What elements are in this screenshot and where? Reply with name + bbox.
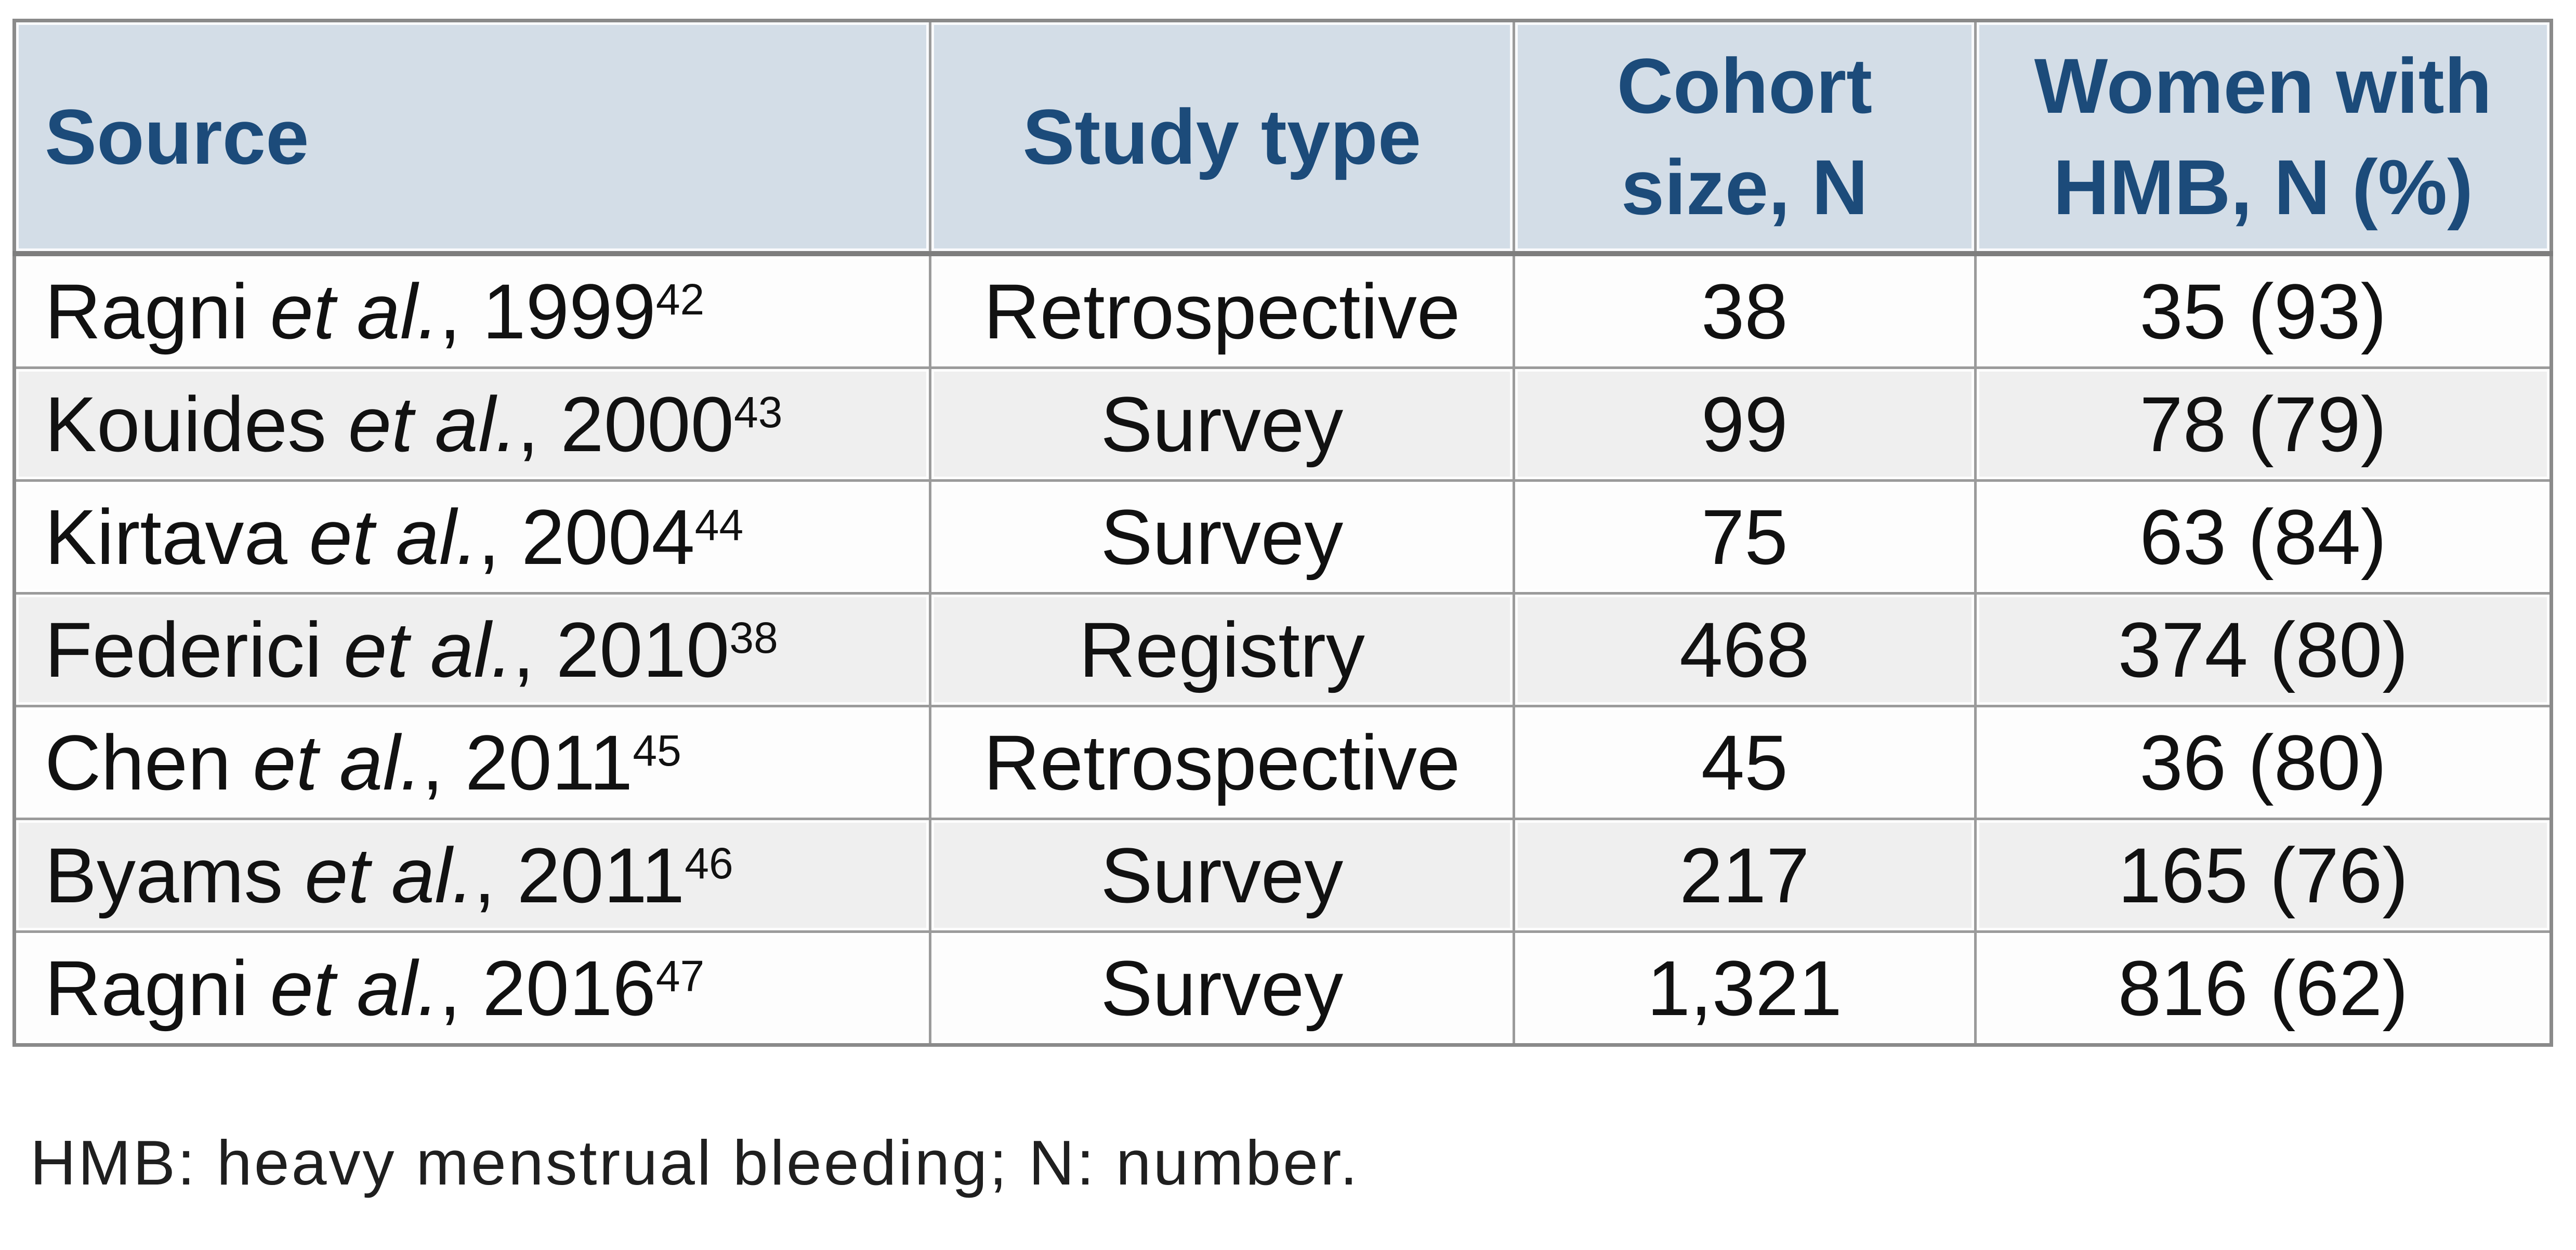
source-cell: Chen et al., 201145	[12, 705, 932, 820]
cohort-size-cell: 1,321	[1512, 930, 1977, 1046]
source-author: Chen	[45, 719, 253, 806]
study-type-cell: Survey	[929, 930, 1515, 1046]
table-row: Federici et al., 201038 Registry 468 374…	[12, 592, 2553, 707]
cohort-size-cell: 217	[1512, 818, 1977, 933]
source-ref-superscript: 38	[729, 613, 778, 662]
col-header-source: Source	[12, 19, 932, 256]
source-author: Kouides	[45, 380, 348, 468]
source-etal: et al.	[348, 380, 517, 468]
study-type-cell: Survey	[929, 479, 1515, 595]
women-hmb-cell: 35 (93)	[1974, 252, 2553, 369]
source-ref-superscript: 47	[655, 951, 705, 1001]
study-type-cell: Survey	[929, 818, 1515, 933]
table-row: Byams et al., 201146 Survey 217 165 (76)	[12, 818, 2553, 933]
source-etal: et al.	[270, 268, 439, 355]
table-row: Chen et al., 201145 Retrospective 45 36 …	[12, 705, 2553, 820]
source-ref-superscript: 44	[694, 500, 744, 549]
source-etal: et al.	[309, 493, 478, 581]
table-row: Ragni et al., 199942 Retrospective 38 35…	[12, 252, 2553, 369]
source-etal: et al.	[305, 832, 474, 919]
col-header-women-hmb: Women with HMB, N (%)	[1974, 19, 2553, 256]
source-cell: Ragni et al., 201647	[12, 930, 932, 1046]
cohort-size-cell: 45	[1512, 705, 1977, 820]
study-type-cell: Survey	[929, 366, 1515, 482]
women-hmb-cell: 78 (79)	[1974, 366, 2553, 482]
women-hmb-cell: 165 (76)	[1974, 818, 2553, 933]
women-hmb-cell: 63 (84)	[1974, 479, 2553, 595]
source-year: , 2011	[474, 832, 685, 919]
source-year: , 2011	[422, 719, 633, 806]
cohort-size-cell: 75	[1512, 479, 1977, 595]
source-year: , 2004	[478, 493, 695, 581]
source-ref-superscript: 45	[633, 726, 681, 775]
study-type-cell: Retrospective	[929, 705, 1515, 820]
col-header-study-type: Study type	[929, 19, 1515, 256]
source-cell: Byams et al., 201146	[12, 818, 932, 933]
source-author: Ragni	[45, 268, 270, 355]
source-author: Byams	[45, 832, 305, 919]
table-row: Kirtava et al., 200444 Survey 75 63 (84)	[12, 479, 2553, 595]
header-row: Source Study type Cohort size, N Women w…	[12, 19, 2553, 256]
source-ref-superscript: 42	[655, 274, 705, 324]
source-etal: et al.	[344, 606, 513, 693]
cohort-size-cell: 468	[1512, 592, 1977, 707]
source-author: Federici	[45, 606, 344, 693]
source-cell: Ragni et al., 199942	[12, 252, 932, 369]
source-year: , 2010	[512, 606, 730, 693]
table-row: Kouides et al., 200043 Survey 99 78 (79)	[12, 366, 2553, 482]
col-header-cohort-size: Cohort size, N	[1512, 19, 1977, 256]
study-type-cell: Registry	[929, 592, 1515, 707]
source-year: , 2000	[517, 380, 734, 468]
source-ref-superscript: 43	[734, 387, 783, 437]
source-year: , 2016	[439, 944, 656, 1032]
source-etal: et al.	[270, 944, 439, 1032]
cohort-size-cell: 99	[1512, 366, 1977, 482]
table-row: Ragni et al., 201647 Survey 1,321 816 (6…	[12, 930, 2553, 1046]
hmb-studies-table: Source Study type Cohort size, N Women w…	[12, 19, 2553, 1047]
women-hmb-cell: 36 (80)	[1974, 705, 2553, 820]
source-etal: et al.	[253, 719, 422, 806]
source-author: Kirtava	[45, 493, 309, 581]
source-cell: Federici et al., 201038	[12, 592, 932, 707]
study-type-cell: Retrospective	[929, 252, 1515, 369]
source-cell: Kouides et al., 200043	[12, 366, 932, 482]
source-author: Ragni	[45, 944, 270, 1032]
table-footnote: HMB: heavy menstrual bleeding; N: number…	[30, 1127, 1360, 1198]
cohort-size-cell: 38	[1512, 252, 1977, 369]
women-hmb-cell: 374 (80)	[1974, 592, 2553, 707]
source-year: , 1999	[439, 268, 656, 355]
source-cell: Kirtava et al., 200444	[12, 479, 932, 595]
hmb-prevalence-table-wrap: Source Study type Cohort size, N Women w…	[12, 19, 2553, 1198]
source-ref-superscript: 46	[685, 838, 733, 888]
women-hmb-cell: 816 (62)	[1974, 930, 2553, 1046]
